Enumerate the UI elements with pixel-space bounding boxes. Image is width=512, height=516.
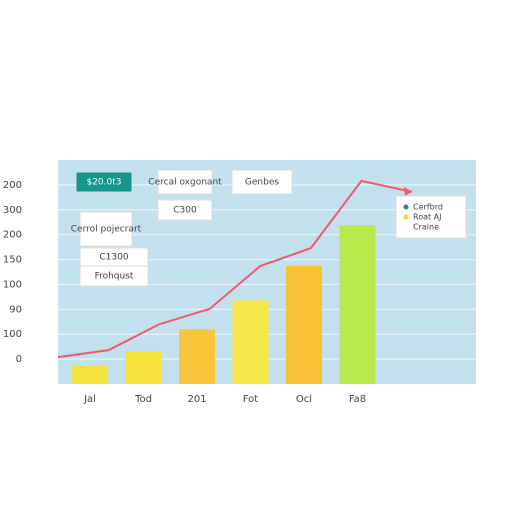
y-tick-label: 100 xyxy=(3,329,22,340)
annotation-box xyxy=(157,199,213,221)
trend-line xyxy=(57,179,413,359)
annotation-box xyxy=(157,169,213,195)
annotation-box xyxy=(79,265,149,287)
bar xyxy=(125,351,162,384)
annotation-text: $20.0t3 xyxy=(86,178,121,188)
x-tick-label: Ocl xyxy=(296,394,312,405)
legend-label: Roat AJ xyxy=(413,213,442,222)
bar xyxy=(179,329,215,384)
legend-swatch xyxy=(403,204,409,210)
legend-label: Cerfbrd xyxy=(413,203,443,212)
y-tick-label: 200 xyxy=(3,180,22,191)
x-tick-label: Fa8 xyxy=(349,394,366,405)
annotation-text: C1300 xyxy=(99,253,128,263)
bar xyxy=(72,365,108,384)
bar xyxy=(339,225,376,384)
y-tick-label: 90 xyxy=(9,304,22,315)
y-tick-label: 100 xyxy=(3,279,22,290)
x-tick-label: Jal xyxy=(83,394,96,405)
x-tick-label: 201 xyxy=(187,394,206,405)
annotation-text: C300 xyxy=(173,206,197,216)
bar xyxy=(286,266,322,384)
x-tick-label: Fot xyxy=(243,394,259,405)
y-tick-label: 300 xyxy=(3,205,22,216)
annotation-box xyxy=(231,169,293,195)
bar xyxy=(232,300,269,384)
annotation-text: Genbes xyxy=(245,178,279,188)
legend-swatch xyxy=(403,224,409,230)
annotation-box xyxy=(79,211,133,247)
y-tick-label: 200 xyxy=(3,230,22,241)
annotation-text: Cercal oxgonant xyxy=(148,178,222,188)
annotation-box xyxy=(75,171,133,193)
annotation-text: Cerrol pojecrart xyxy=(71,225,142,235)
x-tick-label: Tod xyxy=(134,394,152,405)
y-tick-label: 0 xyxy=(16,354,22,365)
legend-label: Cralne xyxy=(413,223,439,232)
y-tick-label: 150 xyxy=(3,255,22,266)
arrow-head xyxy=(404,186,412,196)
legend-swatch xyxy=(403,214,409,220)
annotation-text: Frohqust xyxy=(95,272,134,282)
